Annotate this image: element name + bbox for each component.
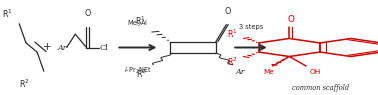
Text: R$^1$: R$^1$ <box>2 8 12 20</box>
Text: R$^2$: R$^2$ <box>136 68 147 80</box>
Text: Me: Me <box>263 69 274 75</box>
Text: Me$_3$Al: Me$_3$Al <box>127 19 148 29</box>
Text: O: O <box>224 7 231 16</box>
Text: R$^1$: R$^1$ <box>135 15 146 27</box>
Text: O: O <box>287 15 294 24</box>
Text: Ar: Ar <box>235 68 245 76</box>
Text: $i$-Pr$_2$NEt: $i$-Pr$_2$NEt <box>124 66 152 76</box>
Text: OH: OH <box>309 69 321 75</box>
Text: R$^2$: R$^2$ <box>19 77 30 90</box>
Text: R$^2$: R$^2$ <box>227 55 238 68</box>
Text: Ar: Ar <box>57 44 67 51</box>
Text: Cl: Cl <box>100 44 108 51</box>
Text: R$^1$: R$^1$ <box>227 27 238 40</box>
Text: 3 steps: 3 steps <box>239 24 263 30</box>
Text: common scaffold: common scaffold <box>291 84 349 92</box>
Text: O: O <box>84 9 91 18</box>
Text: +: + <box>43 42 51 53</box>
